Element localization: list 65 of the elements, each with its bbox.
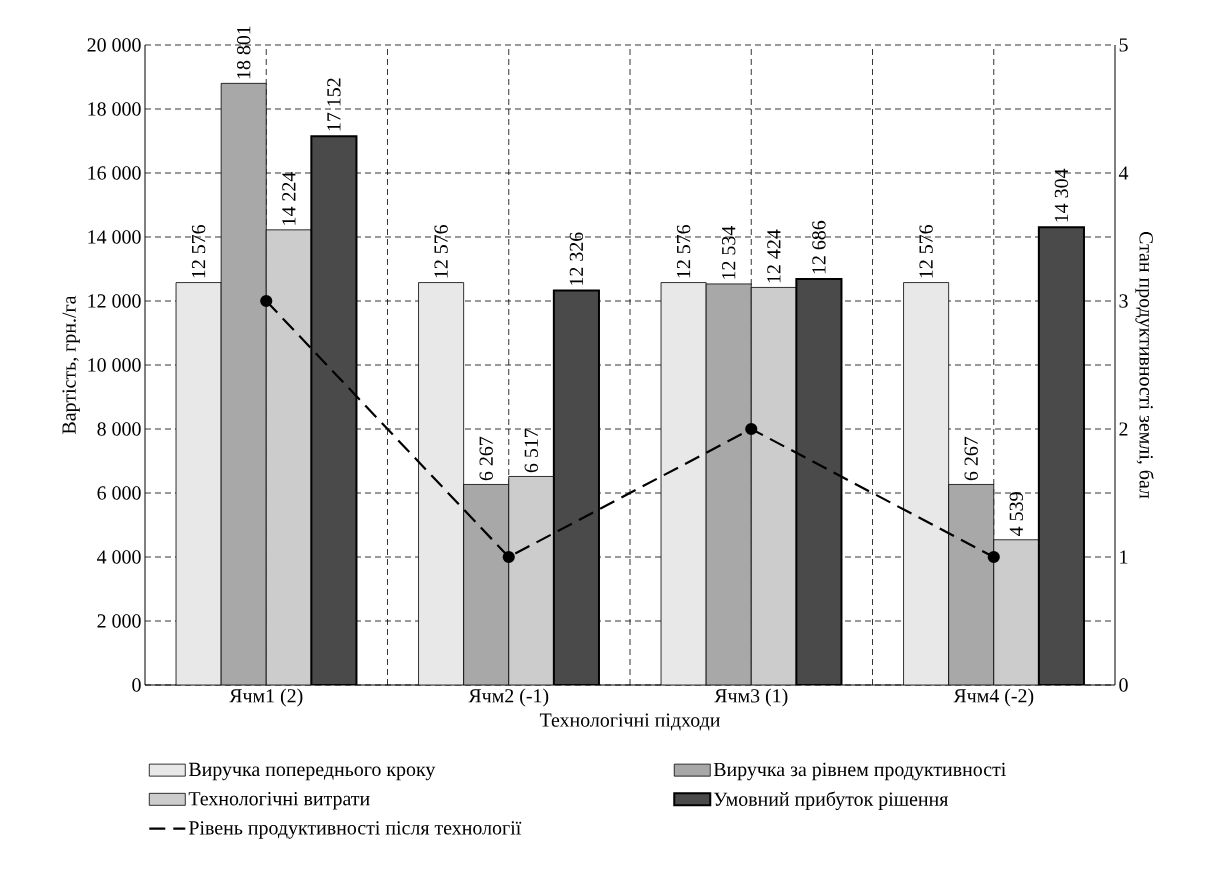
y2-tick-label: 5	[1119, 38, 1128, 52]
x-tick-label: Ячм2 (-1)	[468, 688, 549, 707]
data-label: 12 576	[676, 224, 691, 278]
bar	[310, 135, 358, 685]
bar	[661, 282, 707, 685]
data-label: 6 267	[964, 436, 978, 481]
y-tick-label: 16 000	[88, 166, 141, 180]
point	[745, 422, 758, 436]
bar	[903, 282, 950, 685]
legend-label: Виручка за рівнем продуктивності	[713, 762, 1006, 781]
y2-tick-label: 2	[1119, 422, 1128, 436]
y-tick-label: 10 000	[88, 358, 141, 372]
y-tick-label: 18 000	[88, 102, 141, 116]
y2-tick-label: 4	[1118, 166, 1129, 180]
point	[502, 550, 515, 564]
data-label: 12 576	[919, 224, 933, 278]
data-label: 12 686	[812, 220, 826, 274]
y-tick-label: 4 000	[97, 550, 141, 564]
point	[260, 294, 273, 308]
bar	[706, 283, 752, 685]
legend-label: Рівень продуктивності після технології	[188, 821, 522, 839]
x-tick-label: Ячм4 (-2)	[953, 688, 1034, 707]
y-axis-title: Вартість, грн./га	[62, 295, 80, 434]
data-label: 12 576	[434, 224, 448, 278]
y-tick-label: 2 000	[97, 614, 141, 628]
data-label: 4 539	[1009, 492, 1023, 536]
bar	[1037, 226, 1085, 685]
y-tick-label: 12 000	[88, 294, 141, 308]
bar	[993, 539, 1040, 685]
legend-label: Технологічні витрати	[188, 792, 370, 810]
y-tick-label: 8 000	[97, 422, 141, 436]
data-label: 14 304	[1054, 168, 1069, 222]
bar	[948, 484, 995, 685]
data-label: 6 267	[479, 436, 493, 481]
y2-tick-label: 1	[1120, 550, 1128, 564]
y-tick-label: 20 000	[87, 38, 141, 52]
x-tick-label: Ячм1 (2)	[229, 688, 303, 707]
bar	[176, 282, 222, 685]
bar	[552, 289, 600, 685]
data-label: 12 326	[569, 232, 584, 285]
y2-tick-label: 0	[1119, 678, 1128, 692]
bar	[221, 83, 267, 685]
y-tick-label: 14 000	[88, 230, 141, 244]
y2-tick-label: 3	[1119, 294, 1128, 308]
bar	[508, 476, 554, 685]
bar	[463, 484, 509, 685]
data-label: 12 424	[767, 229, 781, 283]
legend-label: Виручка попереднього кроку	[188, 762, 436, 781]
bar	[751, 287, 797, 685]
x-tick-label: Ячм3 (1)	[714, 688, 788, 707]
data-label: 17 152	[327, 78, 341, 131]
data-label: 14 224	[282, 171, 296, 225]
point	[987, 550, 1000, 564]
x-axis-title: Технологічні підходи	[539, 713, 720, 731]
data-label: 12 534	[722, 226, 736, 279]
y-tick-label: 0	[132, 678, 141, 692]
bar	[266, 229, 312, 685]
data-label: 18 801	[236, 26, 251, 79]
data-label: 6 517	[524, 428, 538, 473]
bar	[418, 282, 464, 685]
legend-label: Умовний прибуток рішення	[713, 791, 949, 811]
y2-axis-title: Стан продуктивності землі, бал	[1135, 231, 1154, 499]
bar	[795, 278, 843, 685]
data-label: 12 576	[191, 224, 206, 278]
y-tick-label: 6 000	[97, 486, 141, 500]
